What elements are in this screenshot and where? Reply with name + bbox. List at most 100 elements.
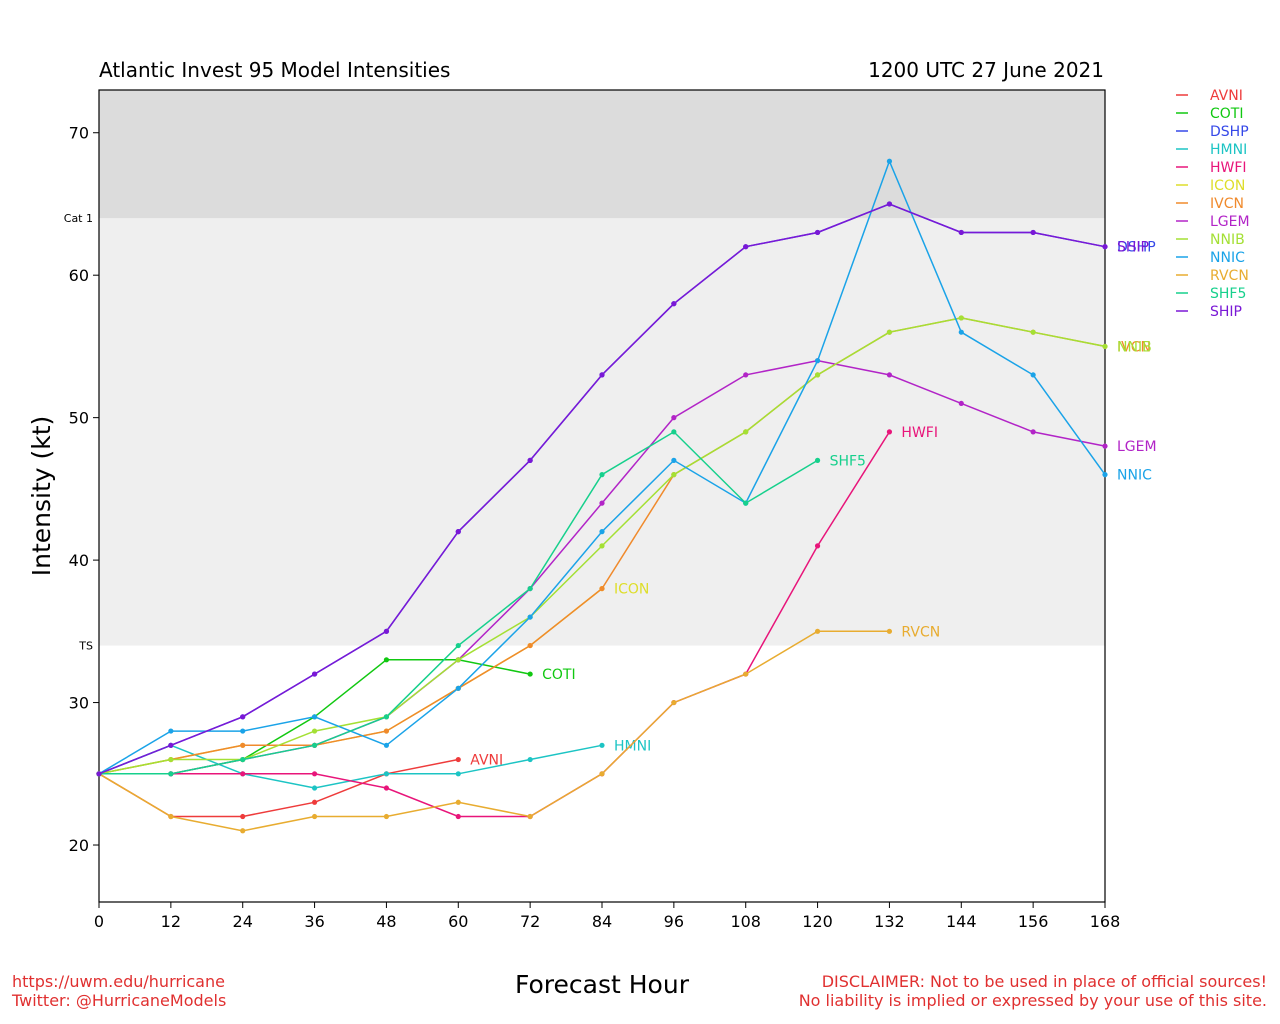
data-point-hmni: [455, 771, 461, 777]
disclaimer-line-2: No liability is implied or expressed by …: [798, 991, 1267, 1010]
chart-datetime: 1200 UTC 27 June 2021: [868, 58, 1104, 82]
data-point-nnic: [1030, 372, 1036, 378]
data-point-hmni: [383, 771, 390, 777]
data-point-nnib: [671, 472, 677, 478]
data-point-shf5: [599, 472, 605, 478]
data-point-ship: [96, 771, 102, 777]
series-shf5: SHF5: [96, 429, 866, 777]
data-point-hmni: [599, 742, 605, 748]
data-point-hwfi: [311, 771, 318, 777]
data-point-shf5: [743, 500, 749, 506]
band-label-cat-1: Cat 1: [64, 212, 93, 225]
data-point-ship: [311, 671, 318, 677]
data-point-ship: [383, 628, 390, 634]
data-point-ship: [886, 201, 893, 207]
legend-label-avni: AVNI: [1210, 88, 1243, 104]
data-point-lgem: [743, 372, 749, 378]
legend-label-ivcn: IVCN: [1210, 196, 1244, 212]
data-point-hmni: [527, 756, 533, 763]
data-point-ship: [168, 742, 174, 748]
legend-label-dshp: DSHP: [1210, 124, 1249, 140]
series-end-label-icon: ICON: [614, 582, 649, 598]
footer-twitter: Twitter: @HurricaneModels: [12, 991, 227, 1010]
series-hmni: HMNI: [96, 738, 651, 791]
y-tick-label: 40: [69, 551, 89, 570]
x-tick-label: 132: [874, 912, 905, 931]
legend-label-nnib: NNIB: [1210, 232, 1245, 248]
data-point-rvcn: [886, 628, 893, 634]
data-point-rvcn: [814, 628, 821, 634]
x-tick-label: 168: [1090, 912, 1121, 931]
data-point-nnic: [527, 614, 533, 620]
data-point-nnib: [958, 315, 964, 321]
data-point-nnic: [886, 158, 893, 164]
data-point-nnib: [599, 543, 605, 549]
data-point-ship: [671, 301, 677, 307]
data-point-avni: [455, 756, 461, 763]
data-point-nnib: [814, 372, 821, 378]
data-point-ship: [527, 457, 533, 463]
data-point-hwfi: [383, 785, 390, 791]
x-tick-label: 12: [161, 912, 181, 931]
data-point-ivcn: [383, 728, 390, 734]
data-point-nnic: [455, 685, 461, 691]
x-tick-label: 120: [802, 912, 833, 931]
x-tick-label: 36: [304, 912, 324, 931]
series-coti: COTI: [96, 657, 576, 777]
legend: AVNI COTI DSHP HMNI HWFI ICON IVCN LGEM NNIB NNIC…: [1176, 88, 1250, 320]
footer-url-link[interactable]: https://uwm.edu/hurricane: [12, 972, 225, 991]
series-end-label-coti: COTI: [542, 667, 575, 683]
legend-label-shf5: SHF5: [1210, 286, 1246, 302]
data-point-shf5: [311, 742, 318, 748]
data-point-lgem: [599, 500, 605, 506]
data-point-shf5: [814, 457, 821, 463]
data-point-nnib: [886, 329, 893, 335]
series-end-label-ivcn: IVCN: [1117, 339, 1151, 355]
x-tick-label: 96: [664, 912, 684, 931]
series-end-label-ship: SHIP: [1117, 240, 1149, 256]
legend-label-coti: COTI: [1210, 106, 1243, 122]
y-tick-label: 50: [69, 409, 89, 428]
series-end-label-lgem: LGEM: [1117, 439, 1157, 455]
data-point-nnib: [455, 657, 461, 663]
y-axis-label: Intensity (kt): [27, 416, 56, 577]
data-point-ship: [1102, 244, 1108, 250]
x-tick-label: 144: [946, 912, 977, 931]
data-point-shf5: [527, 585, 533, 592]
data-point-ivcn: [240, 742, 246, 748]
legend-label-lgem: LGEM: [1210, 214, 1250, 230]
x-tick-label: 60: [448, 912, 468, 931]
x-axis-label: Forecast Hour: [515, 970, 689, 999]
data-point-ship: [455, 529, 461, 535]
footer-disclaimer: DISCLAIMER: Not to be used in place of o…: [799, 972, 1267, 1010]
data-point-shf5: [168, 771, 174, 777]
band-ts: [99, 218, 1105, 646]
data-point-nnic: [240, 728, 246, 734]
data-point-ship: [958, 229, 964, 236]
data-point-nnib: [1030, 329, 1036, 335]
series-end-label-dshp: DSHP: [1117, 240, 1156, 256]
data-point-lgem: [958, 400, 964, 407]
data-point-avni: [311, 799, 318, 805]
series-ship: SHIP: [96, 201, 1149, 777]
data-point-coti: [527, 671, 533, 677]
data-point-nnib: [743, 429, 749, 435]
legend-label-hwfi: HWFI: [1210, 160, 1247, 176]
legend-label-hmni: HMNI: [1210, 142, 1247, 158]
x-tick-label: 156: [1018, 912, 1049, 931]
data-point-rvcn: [383, 813, 390, 820]
data-point-nnic: [311, 714, 318, 720]
data-point-nnib: [311, 728, 318, 734]
data-point-rvcn: [168, 813, 174, 820]
x-tick-label: 108: [730, 912, 761, 931]
legend-label-ship: SHIP: [1210, 304, 1242, 320]
y-tick-label: 60: [69, 266, 89, 285]
legend-label-rvcn: RVCN: [1210, 268, 1249, 284]
legend-label-icon: ICON: [1210, 178, 1245, 194]
data-point-ship: [814, 229, 821, 236]
data-point-rvcn: [671, 699, 677, 706]
series-line-avni: [98, 758, 459, 818]
series-nnib: NNIB: [96, 315, 1152, 777]
data-point-ship: [240, 714, 246, 720]
